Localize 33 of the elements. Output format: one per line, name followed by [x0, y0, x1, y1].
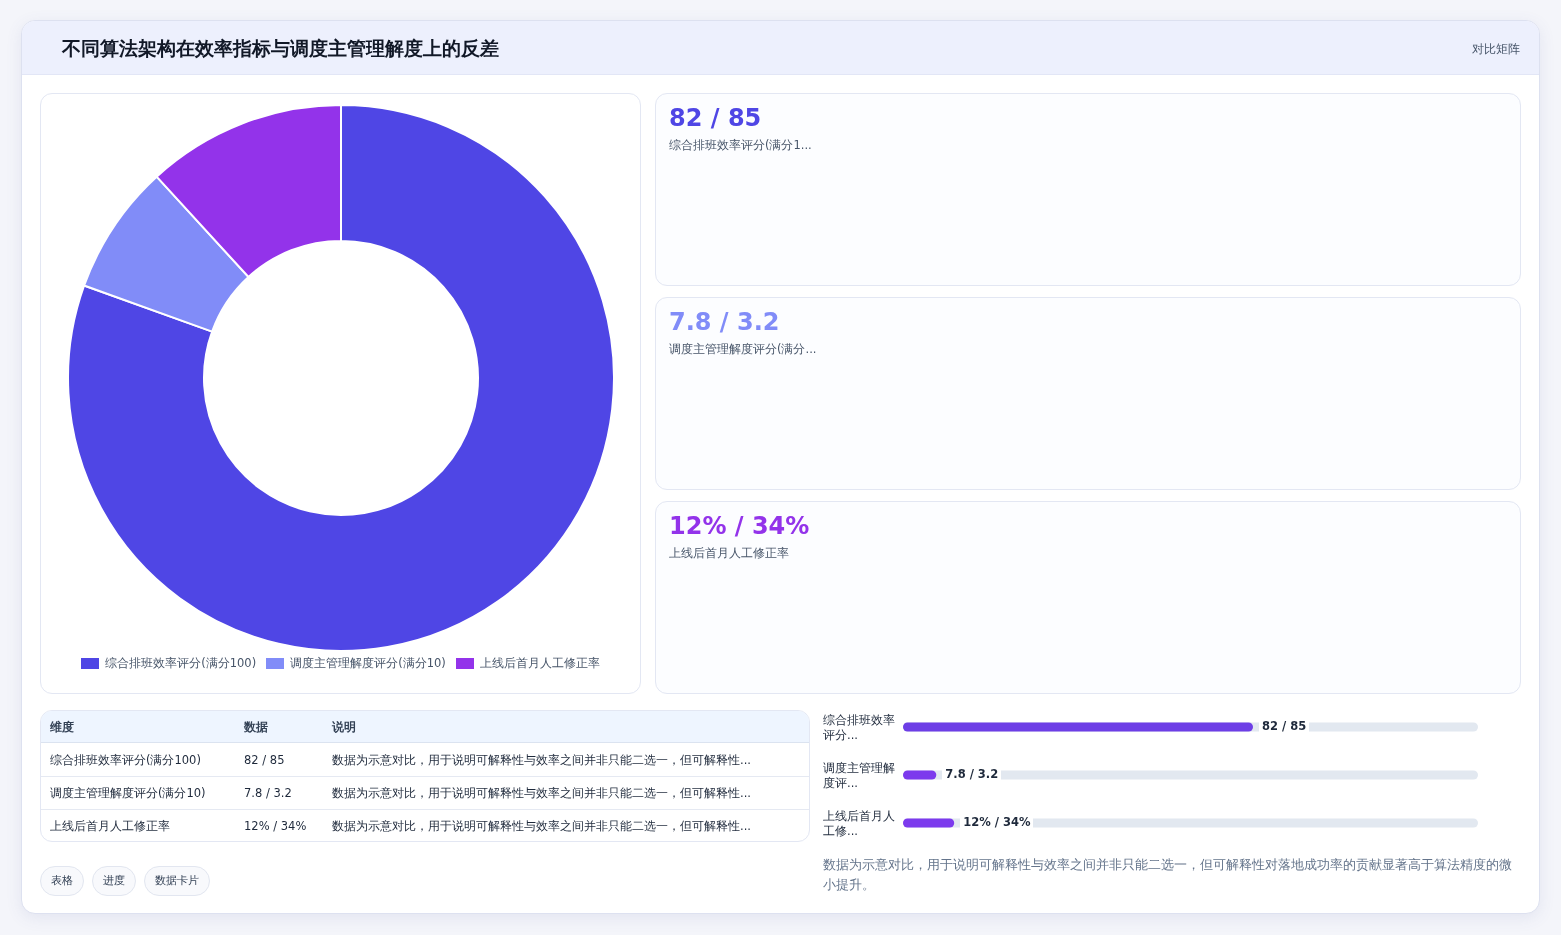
text: 数据为示意对比，用于说明可解释性与效率之间并非只能二选一，但可解释性... — [332, 819, 751, 834]
text: 调度主管理解度评分(满分... — [669, 342, 817, 357]
text: 调度主管理解度评分(满分10) — [50, 786, 206, 801]
text: 数据 — [244, 720, 268, 735]
text: 维度 — [50, 720, 74, 735]
text: 数据卡片 — [144, 866, 210, 896]
text: 综合排班效率评分(满分100) — [50, 753, 201, 768]
text: 数据为示意对比，用于说明可解释性与效率之间并非只能二选一，但可解释性对落地成功率的贡献显著高于算法精度的微小提升。 — [823, 856, 1513, 894]
chart-title: 不同算法架构在效率指标与调度主管理解度上的反差 — [62, 36, 499, 61]
text: 7.8 / 3.2 — [669, 308, 780, 336]
text: 综合排班效率评分(满分1... — [669, 138, 812, 153]
y-tick-label: 综合排班效率评分... — [823, 713, 896, 743]
text: 对比矩阵 — [1472, 41, 1520, 58]
legend-label: 综合排班效率评分(满分100) — [105, 656, 257, 671]
text: 7.8 / 3.2 — [244, 786, 292, 800]
data-label: 82 / 85 — [1259, 719, 1310, 734]
text: 12% / 34% — [244, 819, 307, 833]
text: 说明 — [332, 720, 356, 735]
data-label: 12% / 34% — [960, 815, 1034, 830]
text: 82 / 85 — [244, 753, 285, 767]
y-tick-label: 上线后首月人工修... — [823, 809, 896, 839]
data-label: 7.8 / 3.2 — [942, 767, 1002, 782]
text: 进度 — [92, 866, 136, 896]
text: 表格 — [40, 866, 84, 896]
text: 数据为示意对比，用于说明可解释性与效率之间并非只能二选一，但可解释性... — [332, 786, 751, 801]
legend-label: 上线后首月人工修正率 — [479, 656, 600, 671]
y-tick-label: 调度主管理解度评... — [823, 761, 896, 791]
text: 12% / 34% — [669, 512, 810, 540]
text: 数据为示意对比，用于说明可解释性与效率之间并非只能二选一，但可解释性... — [332, 753, 751, 768]
legend-label: 调度主管理解度评分(满分10) — [290, 656, 446, 671]
text: 82 / 85 — [669, 104, 762, 132]
text: 上线后首月人工修正率 — [50, 819, 170, 834]
text: 上线后首月人工修正率 — [669, 546, 789, 561]
